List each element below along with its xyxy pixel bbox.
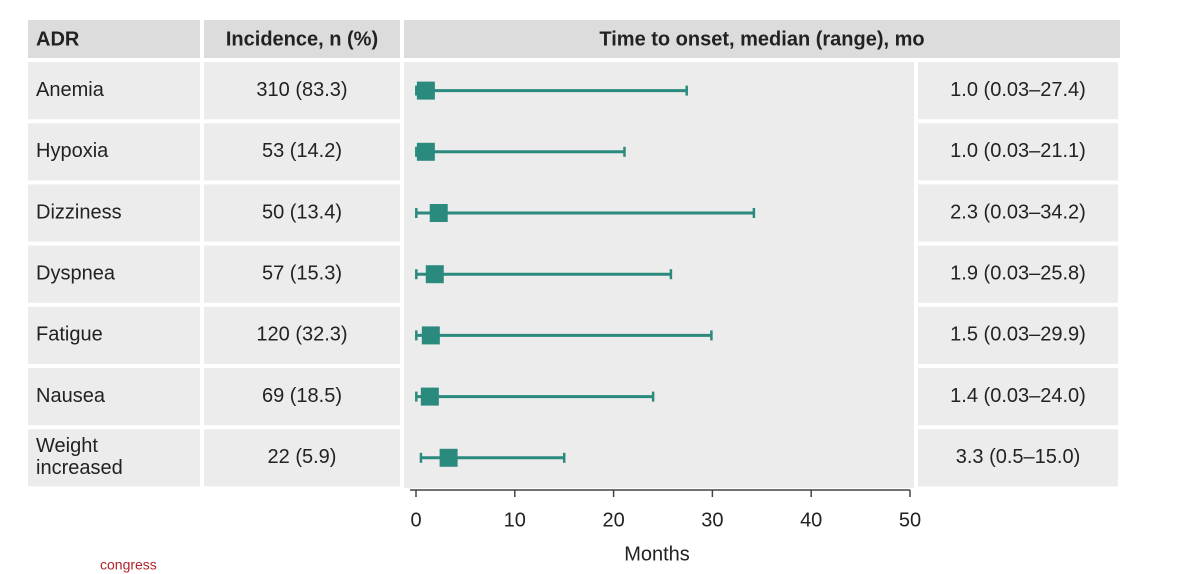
x-axis-label: Months [624,543,690,565]
header-cell [28,20,200,58]
incidence: 53 (14.2) [262,140,342,162]
row-cell [204,368,400,426]
onset-label: 1.9 (0.03–25.8) [950,262,1086,284]
header-cell [404,20,1120,58]
median-marker [416,142,435,161]
adr-label: Hypoxia [36,140,109,162]
row-cell [28,306,200,364]
adr-label: Dyspnea [36,262,116,284]
row-cell [28,123,200,181]
header: ADR [36,28,80,50]
incidence: 69 (18.5) [262,385,342,407]
row-cell [918,368,1118,426]
row-cell [28,184,200,242]
header: Incidence, n (%) [226,28,378,50]
header: Time to onset, median (range), mo [599,28,924,50]
median-marker [429,204,448,222]
onset-label: 3.3 (0.5–15.0) [956,446,1081,468]
adr-label: Weight increased [36,435,123,479]
x-tick-label: 50 [899,509,921,531]
median-marker [420,387,439,406]
incidence: 50 (13.4) [262,201,342,223]
median-marker [425,265,444,284]
row-cell [918,184,1118,242]
onset-label: 1.0 (0.03–21.1) [950,140,1086,162]
x-tick-label: 10 [504,509,526,531]
median-marker [439,448,458,467]
median-marker [416,81,435,100]
row-cell [204,184,400,242]
incidence: 22 (5.9) [268,446,337,468]
row-cell [204,123,400,181]
row-cell [918,245,1118,303]
onset-label: 2.3 (0.03–34.2) [950,201,1086,223]
header-cell [204,20,400,58]
incidence: 120 (32.3) [256,324,347,346]
x-tick-label: 20 [602,509,624,531]
row-cell [204,429,400,487]
row-cell [918,123,1118,181]
median-marker [421,326,440,345]
x-tick-label: 40 [800,509,822,531]
adr-label: Anemia [36,79,105,101]
row-cell [28,62,200,120]
row-cell [204,245,400,303]
row-cell [918,429,1118,487]
onset-label: 1.5 (0.03–29.9) [950,324,1086,346]
x-tick-label: 0 [410,509,421,531]
onset-label: 1.4 (0.03–24.0) [950,385,1086,407]
incidence: 310 (83.3) [256,79,347,101]
adr-label: Fatigue [36,324,103,346]
row-cell [28,368,200,426]
adr-label: Nausea [36,385,106,407]
row-cell [918,62,1118,120]
onset-label: 1.0 (0.03–27.4) [950,79,1086,101]
footer-logo: congress [100,557,157,573]
row-cell [204,306,400,364]
row-cell [918,306,1118,364]
row-cell [28,245,200,303]
incidence: 57 (15.3) [262,262,342,284]
row-cell [204,62,400,120]
adr-label: Dizziness [36,201,122,223]
row-cell [28,429,200,487]
x-tick-label: 30 [701,509,723,531]
